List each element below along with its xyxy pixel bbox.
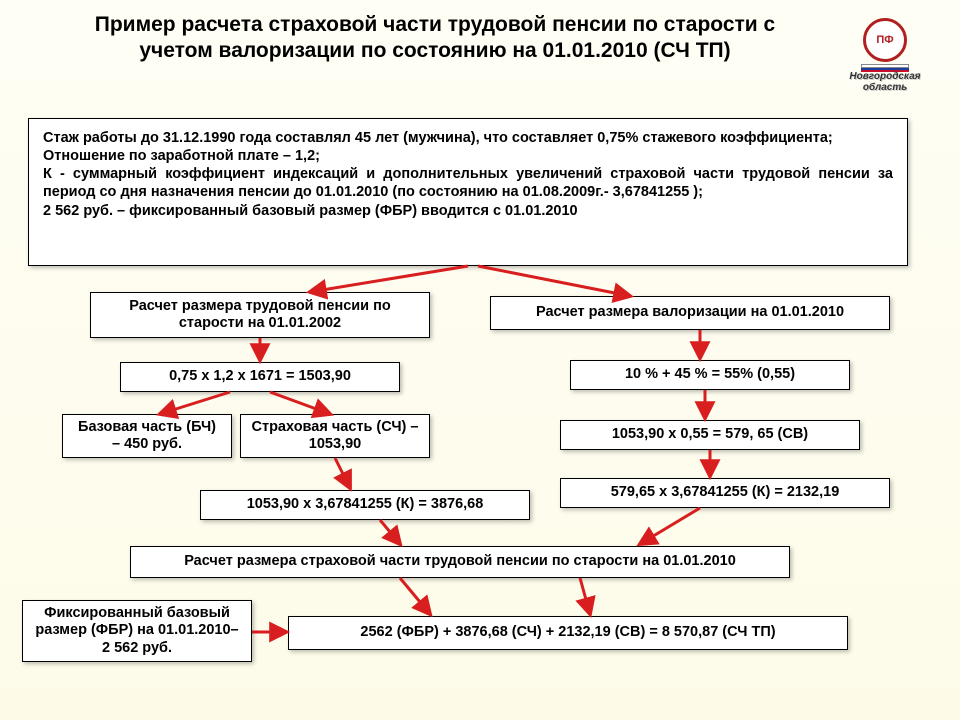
intro-l4: 2 562 руб. – фиксированный базовый разме…: [43, 202, 893, 220]
box-k-left: 1053,90 х 3,67841255 (К) = 3876,68: [200, 490, 530, 520]
box-sv: 1053,90 х 0,55 = 579, 65 (СВ): [560, 420, 860, 450]
box-calc-old: Расчет размера трудовой пенсии по старос…: [90, 292, 430, 338]
box-fbr: Фиксированный базовый размер (ФБР) на 01…: [22, 600, 252, 662]
box-formula1: 0,75 х 1,2 х 1671 = 1503,90: [120, 362, 400, 392]
logo-inner-text: ПФ: [876, 34, 893, 46]
box-ins: Страховая часть (СЧ) – 1053,90: [240, 414, 430, 458]
intro-l3: К - суммарный коэффициент индексаций и д…: [43, 165, 893, 201]
box-final: 2562 (ФБР) + 3876,68 (СЧ) + 2132,19 (СВ)…: [288, 616, 848, 650]
box-calc-ins: Расчет размера страховой части трудовой …: [130, 546, 790, 578]
pfr-logo: ПФ Новгородскаяобласть: [840, 18, 930, 93]
box-k-right: 579,65 х 3,67841255 (К) = 2132,19: [560, 478, 890, 508]
intro-box: Стаж работы до 31.12.1990 года составлял…: [28, 118, 908, 266]
box-pct: 10 % + 45 % = 55% (0,55): [570, 360, 850, 390]
intro-l2: Отношение по заработной плате – 1,2;: [43, 147, 893, 165]
logo-region: Новгородскаяобласть: [840, 72, 930, 93]
intro-l1: Стаж работы до 31.12.1990 года составлял…: [43, 129, 893, 147]
box-calc-val: Расчет размера валоризации на 01.01.2010: [490, 296, 890, 330]
page-title: Пример расчета страховой части трудовой …: [0, 0, 960, 71]
box-base: Базовая часть (БЧ) – 450 руб.: [62, 414, 232, 458]
logo-emblem: ПФ: [856, 18, 914, 62]
